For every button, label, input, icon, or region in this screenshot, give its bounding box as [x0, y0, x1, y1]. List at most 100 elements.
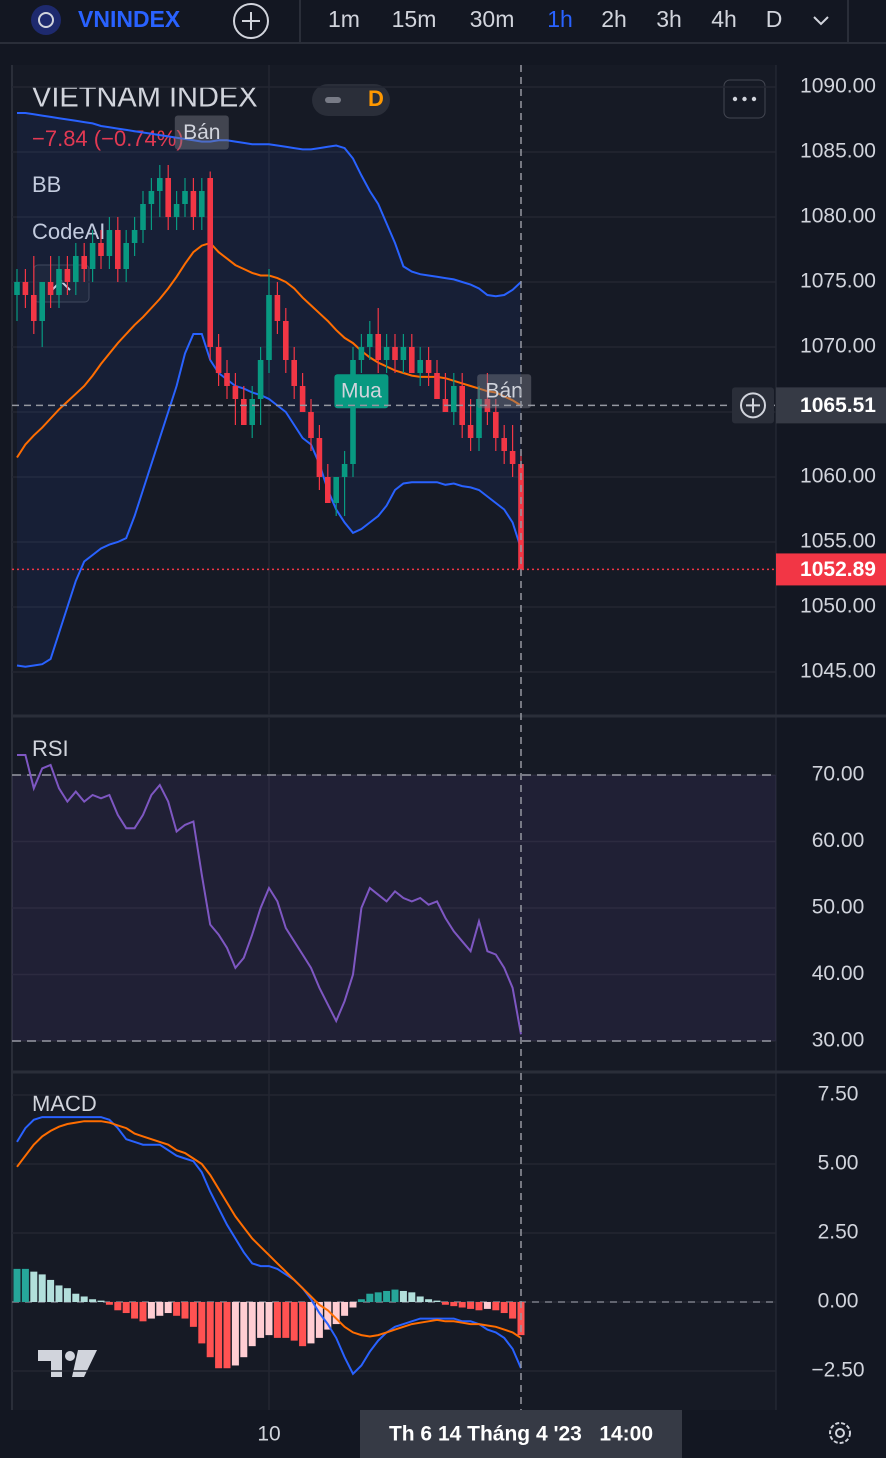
y-tick-label: 0.00	[818, 1290, 859, 1313]
candle-body	[199, 191, 205, 217]
candle-body	[367, 334, 373, 347]
indicator-label: BB	[32, 172, 61, 197]
histogram-bar	[80, 1296, 88, 1302]
candle-body	[190, 191, 197, 217]
candle-body	[31, 295, 37, 321]
signal-label: Bán	[183, 121, 220, 144]
histogram-bar	[164, 1302, 172, 1314]
pane: Bán Mua Bán	[12, 65, 776, 715]
candle-body	[73, 256, 79, 282]
timeframe-button[interactable]: 2h	[601, 6, 627, 32]
candle-body	[39, 282, 45, 321]
histogram-bar	[374, 1292, 382, 1302]
candle-body	[224, 373, 230, 386]
histogram-bar	[483, 1302, 491, 1309]
y-tick-label: 1070.00	[800, 335, 876, 358]
last-price-label: 1052.89	[800, 558, 876, 581]
y-tick-label: 1055.00	[800, 530, 876, 553]
candle-body	[106, 230, 113, 256]
candle-body	[173, 204, 180, 217]
button-icon	[746, 398, 760, 413]
timeframe-button[interactable]: 3h	[656, 6, 682, 32]
y-tick-label: 1080.00	[800, 205, 876, 228]
histogram-bar	[63, 1288, 71, 1302]
histogram-bar	[492, 1302, 500, 1311]
candle-body	[333, 477, 339, 503]
histogram-bar	[450, 1302, 458, 1307]
candle-body	[249, 399, 255, 425]
histogram-bar	[21, 1268, 29, 1302]
candle-body	[274, 295, 281, 321]
histogram-bar	[72, 1293, 80, 1302]
y-tick-label: 1045.00	[800, 660, 876, 683]
timeframe-button[interactable]: 4h	[711, 6, 737, 32]
more-button[interactable]	[723, 79, 766, 119]
candle-body	[476, 399, 482, 438]
timeframe-button[interactable]: D	[766, 6, 783, 32]
rsi-band	[12, 775, 776, 1041]
timeframe-button[interactable]: 30m	[470, 6, 515, 32]
candle-body	[56, 269, 62, 295]
histogram-bar	[425, 1299, 433, 1302]
y-tick-label: 7.50	[818, 1083, 859, 1106]
interval-badge[interactable]	[312, 84, 390, 116]
candle-body	[358, 347, 365, 360]
histogram-bar	[189, 1302, 197, 1327]
histogram-bar	[248, 1302, 256, 1347]
histogram-bar	[509, 1302, 517, 1319]
price-change: −7.84 (−0.74%)	[32, 126, 184, 151]
candle-body	[131, 230, 138, 243]
add-symbol-button[interactable]	[233, 3, 269, 39]
candle-body	[493, 412, 499, 438]
histogram-bar	[97, 1300, 105, 1302]
y-tick-label: 5.00	[818, 1152, 859, 1175]
crosshair-x-label: Th 6 14 Tháng 4 '23 14:00	[389, 1423, 653, 1446]
button-icon	[740, 392, 766, 419]
y-tick-label: 1090.00	[800, 75, 876, 98]
signal-label-box	[477, 374, 532, 409]
rsi-line	[17, 754, 522, 1035]
histogram-bar	[147, 1302, 155, 1319]
histogram-bar	[206, 1302, 214, 1358]
y-tick-label: 1050.00	[800, 595, 876, 618]
symbol[interactable]: VNINDEX	[78, 6, 181, 32]
interval: D	[368, 86, 384, 111]
candle-body	[518, 464, 524, 570]
timeframe-button[interactable]: 15m	[392, 6, 437, 32]
histogram-bar	[181, 1302, 189, 1319]
add-alert-button[interactable]	[732, 387, 774, 424]
histogram-bar	[30, 1271, 38, 1302]
y-tick-label: 1060.00	[800, 465, 876, 488]
timeframe-button[interactable]: 1m	[328, 6, 360, 32]
histogram-bar	[55, 1285, 63, 1302]
settings-button[interactable]	[829, 1422, 851, 1444]
candle-body	[434, 373, 440, 399]
candle-body	[291, 360, 297, 386]
y-tick-label: 30.00	[812, 1029, 865, 1052]
candle-body	[157, 178, 163, 191]
histogram-bar	[173, 1302, 181, 1316]
candle-body	[409, 347, 415, 373]
timeframe-button[interactable]: 1h	[547, 6, 573, 32]
histogram-bar	[105, 1302, 113, 1305]
candle-body	[325, 477, 331, 503]
candle-body	[182, 191, 188, 204]
crosshair-y-label: 1065.51	[800, 394, 876, 417]
candle-body	[350, 360, 356, 464]
histogram-bar	[198, 1302, 206, 1344]
candle-body	[47, 282, 54, 295]
candle-body	[451, 386, 457, 412]
candle-body	[241, 399, 247, 425]
pane	[12, 718, 776, 1071]
last-price-box	[776, 553, 886, 586]
symbol-icon[interactable]	[31, 5, 61, 35]
timeframe-dropdown[interactable]	[813, 16, 829, 26]
crosshair-x-box	[360, 1410, 682, 1458]
histogram-bar	[475, 1302, 483, 1311]
y-tick-label: −2.50	[811, 1359, 864, 1382]
histogram-bar	[131, 1302, 139, 1319]
y-tick-label: 1085.00	[800, 140, 876, 163]
macd-line	[16, 1120, 522, 1339]
candle-body	[81, 256, 87, 269]
histogram-bar	[399, 1290, 407, 1302]
